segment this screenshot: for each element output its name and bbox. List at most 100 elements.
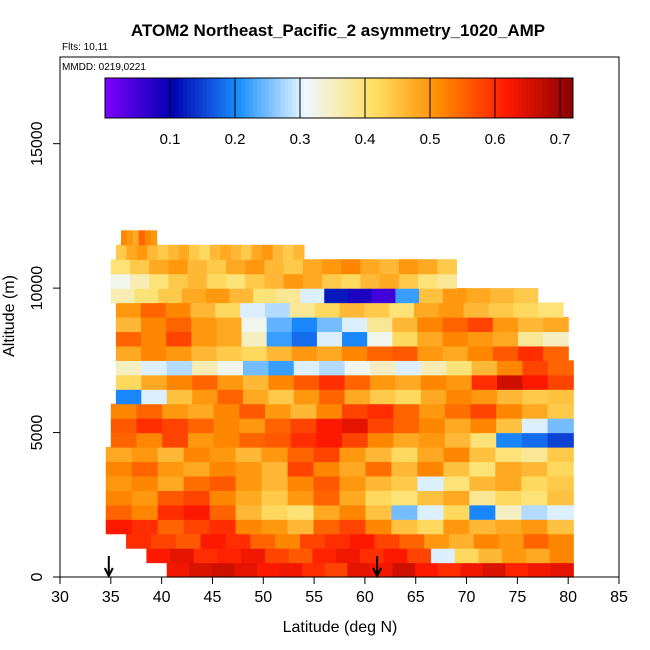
colorbar-swatch — [561, 78, 566, 118]
y-axis-label: Altitude (m) — [1, 275, 18, 357]
heatmap-cell — [136, 432, 163, 448]
colorbar-swatch — [463, 78, 469, 118]
colorbar-swatch — [245, 78, 250, 118]
heatmap-cell — [166, 562, 190, 578]
heatmap-cell — [183, 447, 211, 463]
colorbar-tick-label: 0.6 — [485, 131, 506, 148]
heatmap-cell — [165, 302, 192, 318]
chart-title: ATOM2 Northeast_Pacific_2 asymmetry_1020… — [131, 21, 545, 40]
heatmap-cell — [470, 432, 497, 448]
heatmap-cell — [417, 317, 444, 333]
heatmap-cell — [175, 533, 202, 549]
flights-label: Flts: 10,11 — [62, 42, 108, 53]
heatmap-cell — [110, 418, 138, 434]
heatmap-cell — [521, 432, 549, 448]
heatmap-cell — [419, 432, 446, 448]
heatmap-cell — [313, 490, 341, 506]
colorbar-swatch — [498, 78, 504, 118]
x-tick-label: 50 — [254, 589, 272, 606]
x-axis-label: Latitude (deg N) — [283, 619, 398, 636]
colorbar-swatch — [194, 78, 200, 118]
heatmap-cell — [521, 504, 548, 520]
heatmap-cell — [105, 504, 133, 520]
heatmap-cell — [105, 475, 133, 491]
heatmap-cell — [438, 302, 465, 318]
heatmap-cell — [283, 273, 304, 289]
arrow-head — [103, 567, 114, 579]
x-axis: 30 35 40 45 50 55 60 65 70 75 80 85 — [51, 577, 628, 606]
heatmap-cell — [209, 447, 237, 463]
heatmap-cell — [245, 259, 265, 275]
heatmap-cell — [261, 475, 289, 491]
heatmap-cell — [241, 331, 268, 347]
heatmap-cell — [272, 244, 284, 260]
heatmap-cell — [110, 259, 131, 275]
colorbar-swatch — [467, 78, 473, 118]
heatmap-cell — [209, 490, 237, 506]
mmdd-label: MMDD: 0219,0221 — [62, 62, 146, 73]
heatmap-cell — [522, 360, 549, 376]
heatmap-cell — [136, 403, 163, 419]
x-tick-label: 80 — [559, 589, 577, 606]
heatmap-cell — [287, 461, 315, 477]
colorbar-swatch — [510, 78, 515, 118]
heatmap-cell — [492, 317, 519, 333]
heatmap-cell — [521, 403, 549, 419]
heatmap-cell — [187, 432, 215, 448]
heatmap-cell — [288, 548, 313, 564]
heatmap-cell — [126, 244, 138, 260]
heatmap-cell — [316, 331, 343, 347]
colorbar-swatch — [366, 78, 371, 118]
heatmap-cell — [502, 548, 527, 564]
heatmap-cell — [268, 360, 295, 376]
heatmap-cell — [547, 432, 574, 448]
heatmap-cell — [444, 418, 472, 434]
colorbar-swatch — [190, 78, 196, 118]
heatmap-cell — [242, 374, 269, 390]
colorbar-swatch — [537, 78, 543, 118]
colorbar-swatch — [183, 78, 188, 118]
heatmap-cell — [162, 418, 189, 434]
heatmap-cell — [339, 490, 367, 506]
colorbar-swatch — [479, 78, 484, 118]
colorbar-swatch — [233, 78, 239, 118]
heatmap-cell — [360, 259, 381, 275]
heatmap-cell — [339, 461, 367, 477]
heatmap-cell — [291, 345, 318, 361]
heatmap-cell — [517, 331, 544, 347]
heatmap-cell — [206, 259, 227, 275]
heatmap-cell — [234, 562, 258, 578]
heatmap-cell — [313, 504, 341, 520]
heatmap-cell — [213, 418, 240, 434]
heatmap-cell — [302, 562, 326, 578]
heatmap-cell — [414, 302, 440, 318]
heatmap-cell — [226, 273, 246, 289]
colorbar-swatch — [549, 78, 554, 118]
heatmap-cell — [110, 273, 131, 289]
heatmap-cell — [437, 273, 457, 289]
heatmap-cell — [291, 317, 318, 333]
heatmap-cell — [166, 389, 193, 405]
heatmap-cell — [497, 389, 524, 405]
heatmap-cell — [181, 288, 207, 304]
heatmap-cell — [115, 331, 142, 347]
heatmap-cell — [442, 331, 469, 347]
colorbar-swatch — [569, 78, 574, 118]
heatmap-cell — [264, 418, 292, 434]
heatmap-cell — [183, 519, 211, 535]
heatmap-cell — [216, 317, 243, 333]
heatmap-cell — [287, 490, 315, 506]
heatmap-cell — [522, 389, 549, 405]
heatmap-cell — [521, 447, 548, 463]
heatmap-cell — [496, 403, 523, 419]
heatmap-cell — [138, 230, 146, 246]
heatmap-cell — [187, 418, 215, 434]
heatmap-cell — [342, 345, 368, 361]
colorbar-swatch — [116, 78, 122, 118]
heatmap-cell — [443, 461, 470, 477]
heatmap-cell — [495, 504, 522, 520]
heatmap-cell — [469, 447, 496, 463]
heatmap-cell — [339, 504, 367, 520]
heatmap-cell — [110, 288, 136, 304]
heatmap-cell — [226, 259, 246, 275]
